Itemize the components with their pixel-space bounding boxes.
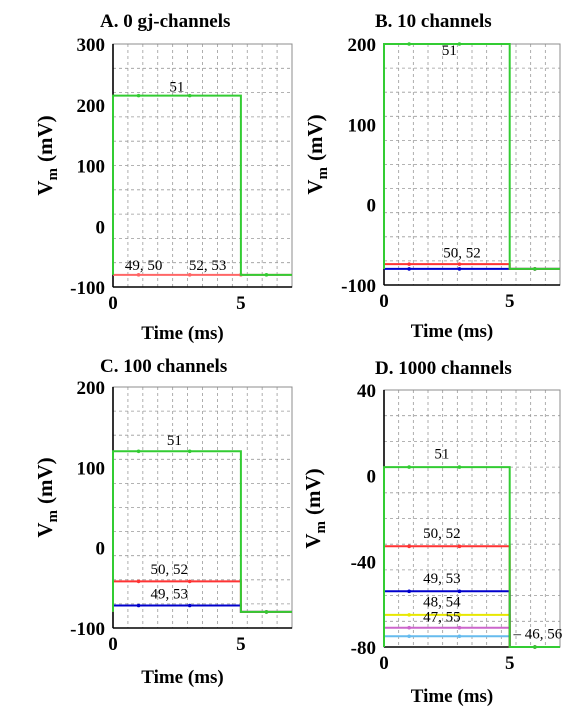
y-tick-label: -100 bbox=[70, 619, 105, 640]
data-point bbox=[264, 610, 269, 614]
data-point bbox=[457, 262, 462, 266]
data-point bbox=[136, 273, 141, 277]
y-tick-label: -100 bbox=[70, 278, 105, 299]
data-label: 49, 50 bbox=[125, 258, 163, 274]
y-tick-label: -40 bbox=[351, 552, 376, 573]
x-tick-label: 5 bbox=[505, 291, 515, 312]
x-tick-label: 5 bbox=[505, 653, 515, 674]
data-point bbox=[407, 262, 411, 266]
data-label: 48, 54 bbox=[423, 594, 461, 610]
series-line-51 bbox=[383, 466, 560, 648]
y-tick-label: 0 bbox=[96, 539, 106, 560]
data-point bbox=[187, 93, 192, 98]
data-point bbox=[457, 544, 462, 549]
data-point bbox=[407, 625, 411, 630]
data-label: 50, 52 bbox=[423, 526, 461, 542]
data-label: – 46, 56 bbox=[512, 626, 562, 642]
y-tick-label: 100 bbox=[348, 115, 377, 136]
y-axis-label: Vm(mV) bbox=[33, 115, 61, 195]
data-point bbox=[187, 273, 192, 277]
data-point bbox=[136, 449, 141, 454]
data-point bbox=[136, 603, 141, 608]
x-tick-label: 5 bbox=[236, 634, 246, 655]
data-point bbox=[457, 634, 462, 639]
data-point bbox=[136, 579, 141, 584]
data-point bbox=[457, 42, 462, 46]
data-label: 51 bbox=[442, 43, 457, 59]
y-tick-label: 100 bbox=[77, 157, 106, 178]
y-tick-label: 100 bbox=[77, 458, 106, 479]
data-point bbox=[407, 634, 411, 639]
data-point bbox=[533, 267, 537, 271]
data-point bbox=[407, 589, 411, 594]
y-tick-label: -80 bbox=[351, 638, 376, 659]
y-tick-label: 200 bbox=[77, 378, 106, 399]
data-point bbox=[407, 465, 411, 469]
data-label: 51 bbox=[434, 447, 449, 463]
data-point bbox=[187, 579, 192, 584]
data-label: 52, 53 bbox=[189, 258, 227, 274]
panel-title: C. 100 channels bbox=[100, 356, 227, 377]
data-label: 50, 52 bbox=[151, 562, 189, 578]
data-point bbox=[457, 267, 462, 271]
data-point bbox=[457, 465, 462, 469]
data-label: 49, 53 bbox=[151, 586, 189, 602]
panel-title: B. 10 channels bbox=[375, 11, 492, 32]
data-point bbox=[533, 645, 537, 649]
x-tick-label: 5 bbox=[236, 293, 246, 314]
series-line-51 bbox=[112, 94, 292, 276]
data-point bbox=[136, 93, 141, 98]
data-point bbox=[187, 603, 192, 608]
data-point bbox=[457, 625, 462, 630]
series-line-51 bbox=[383, 43, 560, 270]
y-axis-label: Vm(mV) bbox=[303, 114, 331, 194]
data-point bbox=[264, 273, 269, 277]
y-axis-label: Vm(mV) bbox=[33, 457, 61, 537]
y-tick-label: 200 bbox=[348, 35, 377, 56]
x-axis-label: Time (ms) bbox=[141, 323, 224, 344]
data-point bbox=[407, 267, 411, 271]
data-label: 49, 53 bbox=[423, 571, 461, 587]
y-tick-label: 40 bbox=[357, 381, 376, 402]
data-point bbox=[407, 42, 411, 46]
x-tick-label: 0 bbox=[379, 653, 389, 674]
data-point bbox=[457, 613, 462, 617]
data-point bbox=[407, 613, 411, 617]
x-tick-label: 0 bbox=[108, 634, 118, 655]
y-tick-label: 0 bbox=[367, 467, 377, 488]
x-axis-label: Time (ms) bbox=[411, 686, 494, 707]
data-label: 51 bbox=[167, 433, 182, 449]
x-axis-label: Time (ms) bbox=[411, 321, 494, 342]
data-point bbox=[187, 449, 192, 454]
panel-title: A. 0 gj-channels bbox=[100, 11, 230, 32]
panel-title: D. 1000 channels bbox=[375, 358, 512, 379]
y-tick-label: -100 bbox=[341, 276, 376, 297]
y-tick-label: 200 bbox=[77, 96, 106, 117]
data-point bbox=[407, 544, 411, 549]
x-tick-label: 0 bbox=[108, 293, 118, 314]
data-label: 47, 55 bbox=[423, 609, 461, 625]
y-axis-label: Vm(mV) bbox=[301, 468, 329, 548]
data-label: 51 bbox=[169, 79, 184, 95]
data-label: 50, 52 bbox=[443, 246, 481, 262]
series-line-51 bbox=[112, 450, 292, 613]
x-tick-label: 0 bbox=[379, 291, 389, 312]
x-axis-label: Time (ms) bbox=[141, 667, 224, 688]
y-tick-label: 0 bbox=[367, 196, 377, 217]
y-tick-label: 300 bbox=[77, 35, 106, 56]
data-point bbox=[457, 589, 462, 594]
y-tick-label: 0 bbox=[96, 217, 106, 238]
